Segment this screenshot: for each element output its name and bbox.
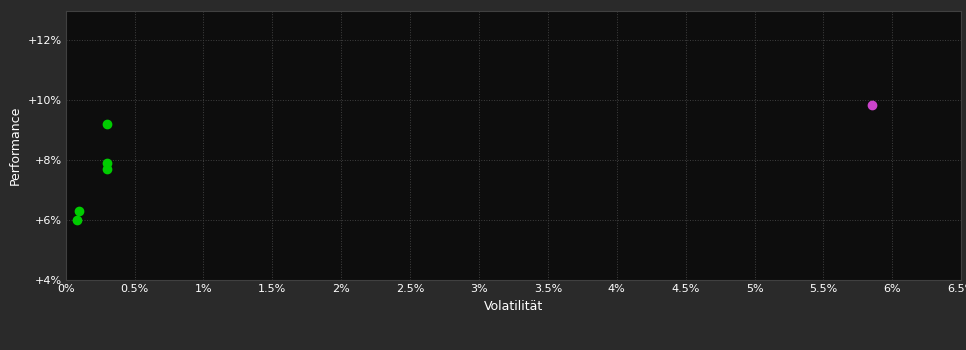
X-axis label: Volatilität: Volatilität bbox=[484, 300, 543, 313]
Y-axis label: Performance: Performance bbox=[9, 106, 22, 185]
Point bbox=[864, 102, 879, 108]
Point bbox=[99, 160, 115, 166]
Point bbox=[71, 208, 87, 214]
Point bbox=[99, 166, 115, 172]
Point bbox=[99, 121, 115, 127]
Point bbox=[69, 217, 84, 223]
